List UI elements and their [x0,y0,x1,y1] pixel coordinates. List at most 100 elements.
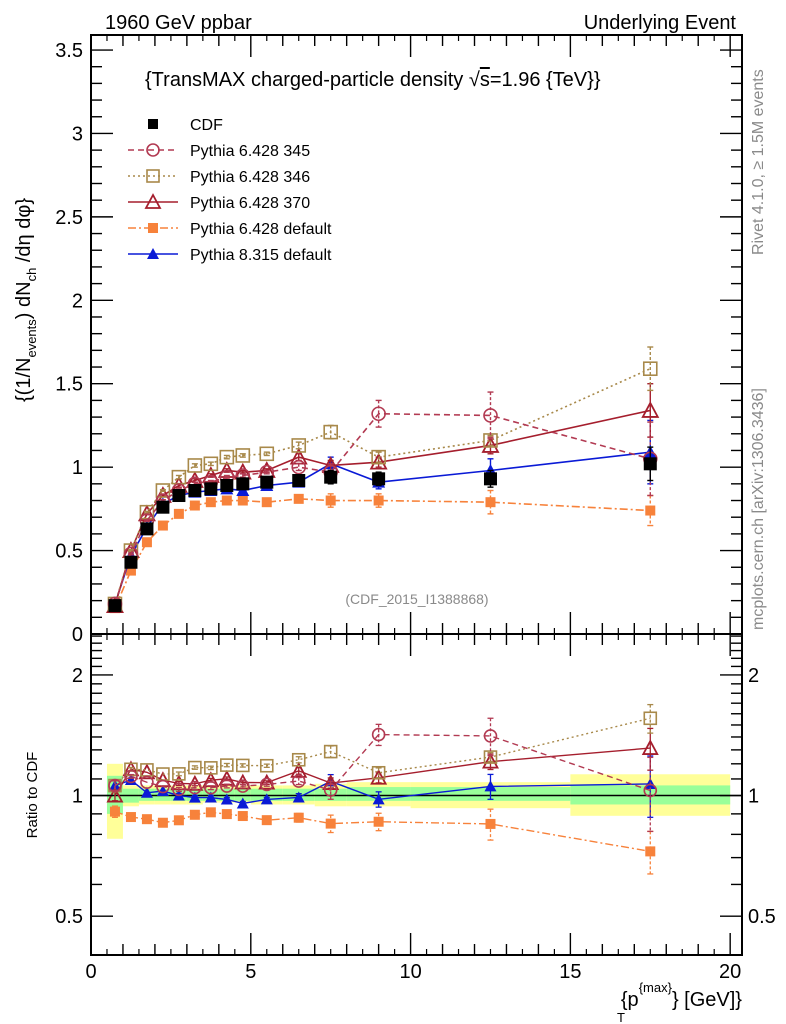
ratio-point [140,786,153,798]
data-point [483,472,497,486]
ratio-point [643,711,658,726]
legend-marker [148,223,158,233]
ylabel-part-b: ) dN [13,281,35,319]
ratio-frame-border [90,633,743,956]
x-tick-label: 15 [559,961,581,983]
legend-label: Pythia 6.428 346 [190,169,310,186]
mcplots-label: mcplots.cern.ch [arXiv:1306.3436] [750,388,767,630]
data-point [236,477,250,491]
ylabel-sub-ch: ch [24,268,39,282]
legend-label: CDF [190,117,223,134]
ratio-point [371,727,386,742]
data-point [483,408,498,423]
data-point [373,495,384,506]
series-pythia-6-428-345 [107,391,658,612]
x-tick-label: 10 [399,961,421,983]
legend-label: Pythia 6.428 345 [190,143,310,160]
ratio-point [371,765,386,780]
data-point [221,495,232,506]
ratio-point [204,761,218,775]
sqrt-s: s [480,69,490,91]
data-point [323,424,338,440]
main-panel-frame: 0 0.5 1 1.5 2 2.5 3 3.5 [55,34,743,646]
ratio-y-tick-label-right: 0.5 [748,906,776,928]
ratio-point [290,761,308,778]
data-point [641,401,660,418]
y-tick-label: 0.5 [55,541,83,563]
data-point [220,479,234,493]
legend-marker [147,248,159,259]
ratio-point [641,739,659,755]
data-point [189,500,200,511]
ratio-panel-series [106,703,659,875]
y-tick-label: 2 [72,290,83,312]
legend-label: Pythia 6.428 370 [190,195,310,212]
data-point [187,458,203,473]
data-point [188,484,202,498]
legend-marker [146,143,160,157]
ratio-point [188,791,201,803]
legend-entry: Pythia 6.428 345 [128,143,310,160]
ratio-point [373,816,384,827]
data-point [203,456,219,472]
data-point [324,470,338,484]
legend-label: Pythia 8.315 default [190,247,332,264]
ratio-point [141,814,152,825]
ratio-panel [91,763,742,839]
ratio-point [157,817,168,828]
ratio-point [236,779,250,793]
analysis-id-label: (CDF_2015_I1388868) [345,591,488,607]
data-point [108,599,122,613]
ratio-point [372,793,385,805]
ratio-point [125,812,136,823]
ratio-y-tick-label: 0.5 [55,906,83,928]
ratio-point [220,793,233,805]
data-point [156,500,170,514]
data-point [369,452,388,470]
data-point [141,537,152,548]
ratio-point [220,779,234,793]
ratio-point [485,818,496,829]
data-point [140,522,154,536]
y-tick-label: 2.5 [55,207,83,229]
ratio-point [481,752,499,769]
data-point [205,497,216,508]
ratio-y-axis-label: Ratio to CDF [24,752,41,839]
data-point [125,565,136,576]
ratio-point [204,780,218,795]
y-tick-label: 3 [72,123,83,145]
header-right: Underlying Event [584,12,737,34]
ratio-point [140,775,154,790]
x-tick-label: 20 [719,961,741,983]
ratio-point [109,806,120,817]
ratio-point [293,812,304,823]
legend-entry: CDF [148,117,223,134]
main-frame-border [90,34,743,635]
ylabel-part-c: /dη dφ} [13,198,35,268]
x-tick-label: 0 [85,961,96,983]
ratio-line [114,717,651,787]
ylabel-sub-events: events [24,319,39,358]
main-y-axis-label: {(1/Nevents) dNch /dη dφ} [13,198,39,402]
x-tick-label: 5 [245,961,256,983]
series-pythia-8-315-default [108,419,657,610]
ratio-point [323,744,338,759]
data-point [292,473,306,487]
ratio-panel-frame: 0.5 0.51 12 20 5 10 15 20 [55,633,776,983]
ratio-point [259,758,274,773]
y-tick-label: 1.5 [55,374,83,396]
ratio-point [138,763,156,780]
data-point [643,457,657,471]
legend-entry: Pythia 6.428 370 [128,193,310,212]
data-point [157,520,168,531]
data-point [325,495,336,506]
ratio-series-pythia-6-428-default [109,805,656,875]
ratio-y-tick-label: 1 [72,786,83,808]
plot-title-energy: =1.96 {TeV}} [490,69,601,91]
stat-uncertainty-band [234,788,251,801]
data-point [173,508,184,519]
legend-entry: Pythia 6.428 default [128,221,332,238]
ratio-point [323,783,338,797]
data-point [293,493,304,504]
